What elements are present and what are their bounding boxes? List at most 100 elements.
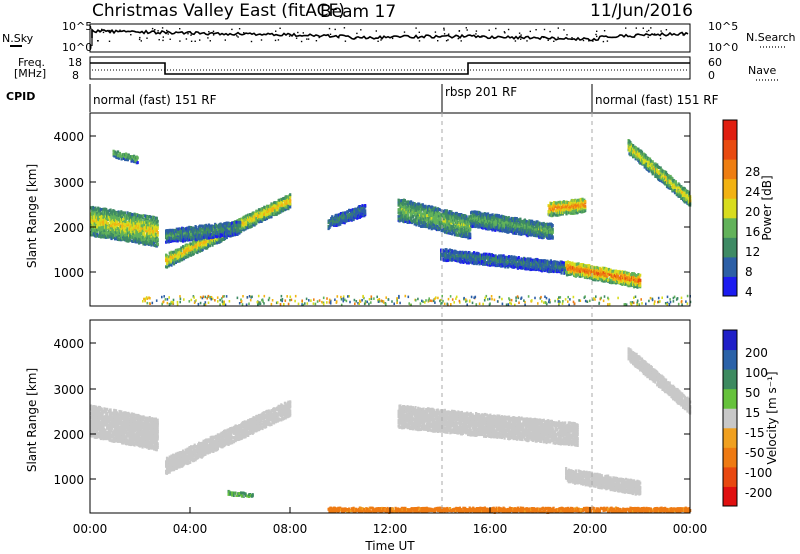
noise-search-dot xyxy=(190,40,193,42)
power-cell xyxy=(284,197,287,201)
power-cell xyxy=(462,255,465,259)
power-cell xyxy=(584,268,587,272)
noise-search-dot xyxy=(328,27,331,30)
power-cell xyxy=(483,218,486,222)
power-cell xyxy=(578,267,581,271)
power-cell xyxy=(364,204,367,207)
power-cell xyxy=(96,211,99,215)
power-cell xyxy=(156,231,159,234)
power-cell xyxy=(124,222,127,226)
power-cell xyxy=(334,218,337,222)
power-cell xyxy=(92,226,95,230)
power-cell xyxy=(289,195,292,199)
noise-search-dot xyxy=(243,32,245,34)
freq-left-tick-top: 18 xyxy=(68,56,82,69)
power-cell xyxy=(468,251,471,255)
power-cell xyxy=(498,257,502,261)
noise-search-dot xyxy=(535,29,537,31)
noise-search-dot xyxy=(553,40,555,42)
power-cell xyxy=(522,224,525,228)
power-cell xyxy=(117,214,120,217)
power-cell xyxy=(418,221,421,225)
power-cell xyxy=(538,259,541,263)
power-cell xyxy=(561,261,564,265)
power-cell xyxy=(551,227,554,231)
power-cell xyxy=(474,217,477,221)
noise-search-dot xyxy=(375,30,377,32)
power-cell xyxy=(571,270,574,274)
power-cell xyxy=(455,224,458,228)
noise-search-dot xyxy=(575,38,578,41)
power-cell xyxy=(502,262,505,266)
power-cell xyxy=(184,255,187,259)
noise-search-dot xyxy=(557,36,559,39)
power-cell xyxy=(144,234,147,238)
power-cell xyxy=(438,227,441,231)
power-cell xyxy=(104,222,107,226)
power-cell xyxy=(256,209,259,213)
power-cell xyxy=(248,222,252,226)
power-cell xyxy=(173,262,176,266)
power-cell xyxy=(132,224,135,227)
power-cell xyxy=(491,213,494,217)
power-cell xyxy=(540,266,544,270)
power-cell xyxy=(106,222,110,225)
power-cell xyxy=(208,228,211,232)
power-cell xyxy=(131,213,134,217)
power-cell xyxy=(167,255,170,259)
freq-left-label-1: Freq. xyxy=(18,56,45,69)
noise-search-dot xyxy=(146,37,148,39)
power-cell xyxy=(215,241,219,245)
power-cell xyxy=(206,236,209,240)
noise-search-dot xyxy=(162,36,164,38)
power-cell xyxy=(449,232,452,235)
power-cell xyxy=(258,218,261,222)
noise-search-dot xyxy=(112,31,114,33)
power-cell xyxy=(240,224,244,228)
power-cell xyxy=(570,201,573,205)
power-cell xyxy=(263,213,266,216)
power-cell xyxy=(410,215,413,219)
power-cell xyxy=(418,202,421,206)
noise-search-dot xyxy=(488,29,490,31)
power-cell xyxy=(289,198,292,202)
power-cell xyxy=(207,242,210,246)
power-cell xyxy=(190,229,193,233)
noise-right-tick-bottom: 10^0 xyxy=(708,41,738,54)
power-cell xyxy=(170,263,173,267)
power-cell xyxy=(487,219,491,223)
power-cell xyxy=(205,223,208,227)
power-cell xyxy=(361,205,364,209)
power-cell xyxy=(481,260,484,263)
power-cell xyxy=(276,208,279,212)
power-cell xyxy=(499,259,502,263)
power-cell xyxy=(344,213,347,217)
noise-search-dot xyxy=(475,33,477,35)
power-cell xyxy=(415,223,418,227)
freq-right-tick-bottom: 0 xyxy=(708,69,715,82)
power-cell xyxy=(489,213,492,217)
power-cell xyxy=(443,213,446,217)
power-cell xyxy=(521,263,524,266)
power-cell xyxy=(114,233,117,237)
power-cell xyxy=(407,205,410,209)
power-cell xyxy=(552,201,556,204)
power-cell xyxy=(447,226,450,230)
power-cell xyxy=(124,220,127,224)
noise-search-dot xyxy=(377,40,379,42)
power-cell xyxy=(410,213,414,217)
power-cell xyxy=(200,237,203,241)
power-cell xyxy=(109,233,112,237)
cpid-segment-2: rbsp 201 RF xyxy=(445,85,517,99)
power-cell xyxy=(579,197,582,201)
power-cell xyxy=(151,224,154,228)
power-cell xyxy=(153,237,156,241)
power-cell xyxy=(559,203,562,207)
noise-search-dot xyxy=(167,33,169,35)
power-cell xyxy=(92,231,95,235)
power-cell xyxy=(428,218,431,222)
power-cell xyxy=(118,238,121,242)
noise-search-dot xyxy=(588,40,590,42)
power-cell xyxy=(114,210,117,214)
